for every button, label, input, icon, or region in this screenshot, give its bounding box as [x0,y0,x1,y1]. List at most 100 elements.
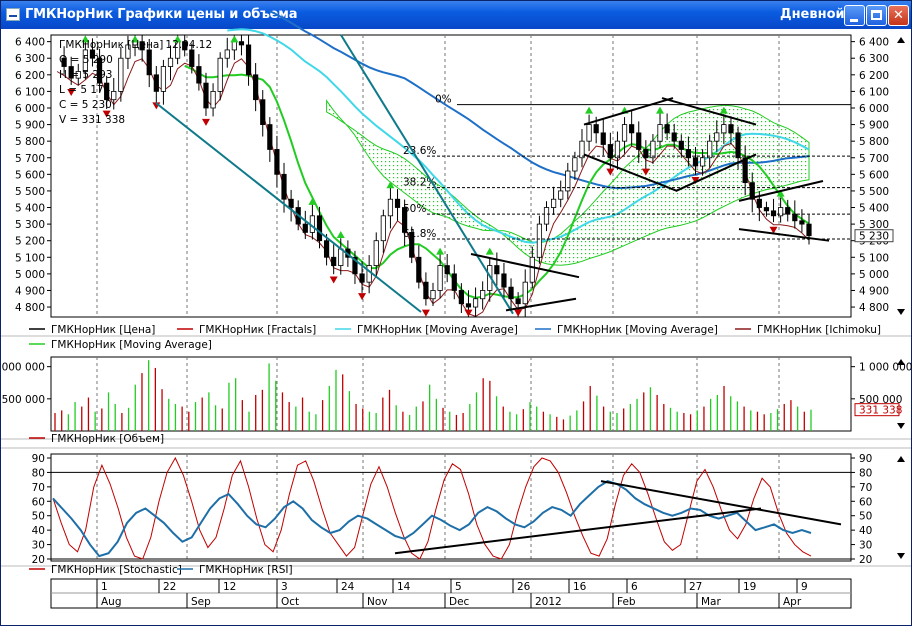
candle-body [125,44,131,59]
osc-tick-right: 80 [859,467,872,479]
price-info-low: L = 5 174 [59,84,111,96]
candle-body [387,198,394,217]
price-tick-right: 6 200 [859,70,889,82]
fractal-down-icon [67,89,76,97]
fractal-down-icon [358,293,367,301]
price-axis: 6 400 6 400 6 300 6 300 6 200 6 200 6 100 6 100… [15,37,894,314]
candle-body [196,66,202,84]
fib-level-label: 61.8% [403,228,436,240]
fractal-up-icon [585,106,594,114]
legend-label: ГМКНорНик [Fractals] [199,324,316,336]
candle-body [89,49,96,59]
osc-resistance-trendline [600,480,842,526]
candle-body [522,281,528,305]
candle-body [61,57,67,67]
candle-body [621,124,628,142]
candle-body [96,57,103,84]
scroll-up-icon [897,359,905,365]
osc-support-trendline [394,507,762,555]
date-day-label: 27 [689,581,702,593]
volume-tick-left: 1 000 000 [1,362,45,374]
candle-body [409,231,415,258]
close-button[interactable]: ✕ [888,5,909,26]
candle-body [458,290,464,305]
candle-body [806,223,812,237]
candle-body [650,140,656,159]
price-pane[interactable]: 0% 23.6% 38.2% 50% 61.8% [56,10,851,317]
price-tick-left: 4 900 [15,285,45,297]
fractal-up-icon [386,181,395,189]
candle-body [231,41,237,51]
legend-label: ГМКНорНик [Цена] [51,324,155,336]
oscillator-axis: 90 90 80 80 70 70 60 60 50 50 40 40 30 30 20 20 [32,453,873,566]
fractal-up-icon [776,189,785,197]
osc-tick-left: 90 [32,453,45,465]
candle-body [792,213,798,222]
candle-body [614,140,621,159]
candle-body [189,49,195,67]
price-tick-left: 5 400 [15,203,45,215]
candle-body [494,265,500,275]
chart-app-icon[interactable] [6,8,20,21]
volume-pane[interactable] [54,360,812,431]
ma-green-line [184,64,810,299]
scroll-down-icon [897,553,905,559]
candle-body [600,132,606,145]
osc-tick-right: 50 [859,511,872,523]
candle-body [699,157,706,167]
volume-tick-right: 1 000 000 [859,362,912,374]
date-day-label: 6 [631,581,638,593]
candle-body [203,82,209,109]
candle-body [593,124,599,134]
price-tick-right: 5 800 [859,136,889,148]
price-tick-right: 6 000 [859,103,889,115]
candle-body [238,41,245,46]
candle-body [444,265,450,275]
candle-body [671,132,677,142]
pane-scroll-arrows[interactable] [897,37,905,559]
price-tick-left: 5 600 [15,169,45,181]
fractal-up-icon [656,106,665,114]
candle-body [182,41,188,51]
date-day-label: 9 [801,581,808,593]
date-month-label: Mar [701,596,721,608]
maximize-button[interactable] [866,5,887,26]
date-day-label: 26 [517,581,531,593]
candle-body [323,240,330,258]
fib-level-label: 50% [403,203,426,215]
price-tick-left: 6 100 [15,86,45,98]
osc-tick-left: 70 [32,482,45,494]
candle-body [437,265,443,291]
price-tick-left: 5 200 [15,236,45,248]
candle-body [515,298,521,305]
candle-body [338,248,344,266]
oscillator-pane[interactable] [51,456,851,560]
timeframe-label[interactable]: Дневной [780,7,845,22]
date-month-label: 2012 [535,596,562,608]
pane-frame-1 [50,356,852,432]
fractal-up-icon [485,247,494,255]
trendline-teal-2 [340,34,514,315]
osc-tick-right: 60 [859,496,872,508]
date-day-label: 1 [101,581,108,593]
fractal-down-icon [691,176,700,184]
volume-tick-left: 500 000 [2,394,45,406]
fractal-down-icon [329,276,338,284]
fractal-up-icon [131,35,140,43]
minimize-button[interactable] [844,5,865,26]
candle-body [536,223,543,258]
date-axis: 1 22 12 3 24 14 5 26 16 6 27 19 9 Aug Sep Oct Nov Dec 2012… [96,579,808,608]
title-bar[interactable]: ГМКНорНик Графики цены и объема Дневной … [1,1,911,29]
candle-body [153,74,159,92]
date-month-label: Feb [617,596,636,608]
scroll-down-icon [897,423,905,429]
candle-body [586,124,592,142]
price-trendlines[interactable] [155,34,830,315]
price-tick-right: 4 900 [859,285,889,297]
trendline-black-4 [661,97,757,126]
candle-body [274,149,280,175]
osc-tick-right: 20 [859,554,872,566]
pane-frame-2 [50,453,852,562]
